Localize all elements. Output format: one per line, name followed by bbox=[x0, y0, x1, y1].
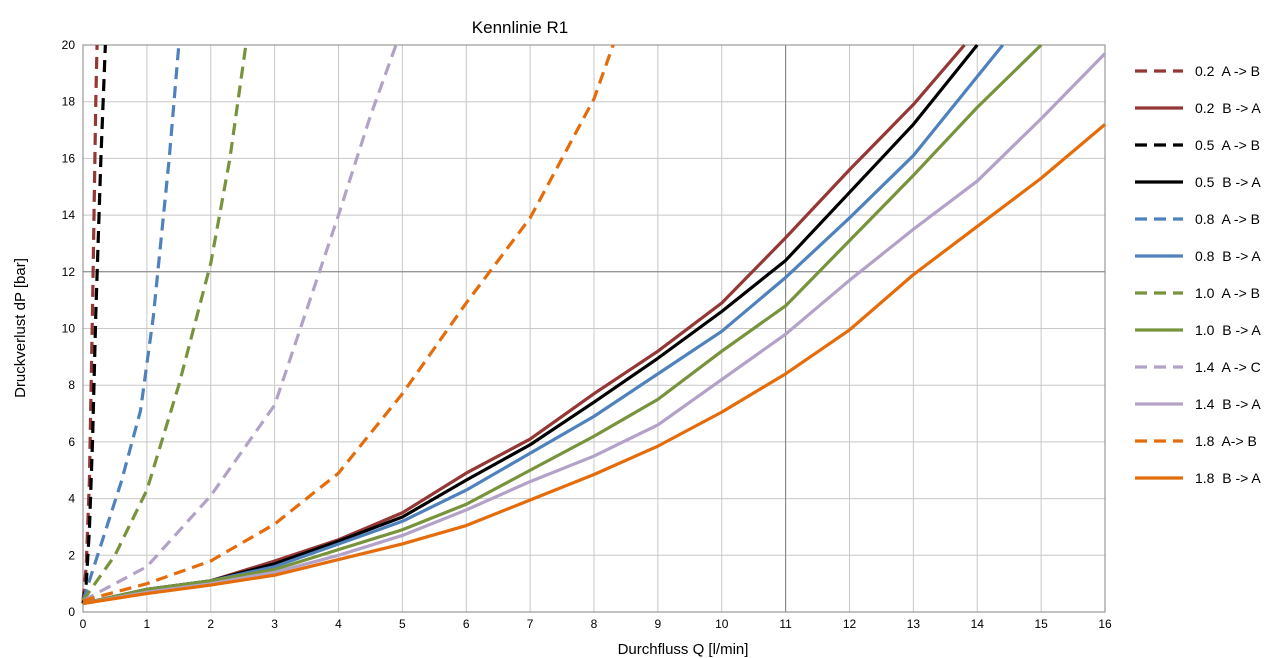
y-tick-label: 14 bbox=[62, 208, 76, 222]
legend-label-6: 0.8 B -> A bbox=[1195, 248, 1261, 264]
legend-label-8: 1.0 B -> A bbox=[1195, 322, 1261, 338]
y-tick-label: 16 bbox=[62, 151, 76, 165]
y-tick-label: 10 bbox=[62, 322, 76, 336]
x-tick-label: 4 bbox=[335, 617, 342, 631]
x-tick-label: 7 bbox=[527, 617, 534, 631]
y-tick-label: 0 bbox=[68, 605, 75, 619]
legend: 0.2 A -> B 0.2 B -> A 0.5 A -> B 0.5 B -> A… bbox=[1135, 63, 1261, 486]
x-tick-label: 15 bbox=[1034, 617, 1048, 631]
x-tick-label: 6 bbox=[463, 617, 470, 631]
x-tick-label: 11 bbox=[779, 617, 792, 631]
x-tick-label: 1 bbox=[144, 617, 151, 631]
x-tick-label: 13 bbox=[907, 617, 921, 631]
grid bbox=[82, 44, 1106, 613]
chart-title: Kennlinie R1 bbox=[472, 18, 568, 37]
y-tick-label: 18 bbox=[62, 95, 76, 109]
series-line-7 bbox=[81, 44, 248, 602]
series-line-3 bbox=[81, 44, 107, 604]
legend-label-5: 0.8 A -> B bbox=[1195, 211, 1260, 227]
legend-label-3: 0.5 A -> B bbox=[1195, 137, 1260, 153]
series-line-1 bbox=[81, 44, 99, 601]
series-line-11 bbox=[82, 44, 615, 603]
x-tick-label: 9 bbox=[655, 617, 662, 631]
legend-label-9: 1.4 A -> C bbox=[1195, 359, 1261, 375]
y-tick-label: 4 bbox=[68, 492, 75, 506]
y-axis-ticks: 0 2 4 6 8 10 12 14 16 18 20 bbox=[62, 38, 76, 619]
series-line-8 bbox=[82, 43, 1043, 606]
legend-label-11: 1.8 A-> B bbox=[1195, 433, 1257, 449]
x-tick-label: 16 bbox=[1098, 617, 1112, 631]
x-tick-label: 3 bbox=[271, 617, 278, 631]
x-tick-label: 8 bbox=[591, 617, 598, 631]
series-line-12 bbox=[82, 123, 1107, 606]
legend-label-1: 0.2 A -> B bbox=[1195, 63, 1260, 79]
y-tick-label: 6 bbox=[68, 435, 75, 449]
x-tick-label: 12 bbox=[843, 617, 857, 631]
legend-label-2: 0.2 B -> A bbox=[1195, 100, 1261, 116]
plot-frame bbox=[82, 44, 1106, 613]
series-line-2 bbox=[82, 43, 966, 606]
x-axis-ticks: 0 1 2 3 4 5 6 7 8 9 10 11 12 13 14 15 16 bbox=[80, 617, 1112, 631]
y-axis-title: Druckverlust dP [bar] bbox=[12, 258, 29, 398]
x-tick-label: 10 bbox=[715, 617, 729, 631]
legend-label-4: 0.5 B -> A bbox=[1195, 174, 1261, 190]
y-tick-label: 8 bbox=[68, 378, 75, 392]
legend-label-12: 1.8 B -> A bbox=[1195, 470, 1261, 486]
series-line-5 bbox=[81, 44, 181, 602]
x-tick-label: 0 bbox=[80, 617, 87, 631]
legend-label-7: 1.0 A -> B bbox=[1195, 285, 1260, 301]
y-tick-label: 2 bbox=[68, 548, 75, 562]
y-tick-label: 12 bbox=[62, 265, 76, 279]
series-line-9 bbox=[82, 44, 398, 603]
series-lines bbox=[81, 43, 1107, 606]
legend-label-10: 1.4 B -> A bbox=[1195, 396, 1261, 412]
series-line-10 bbox=[82, 52, 1107, 606]
x-axis-title: Durchfluss Q [l/min] bbox=[618, 641, 749, 658]
x-tick-label: 5 bbox=[399, 617, 406, 631]
series-line-6 bbox=[82, 43, 1005, 606]
x-tick-label: 14 bbox=[971, 617, 985, 631]
y-tick-label: 20 bbox=[62, 38, 76, 52]
x-tick-label: 2 bbox=[207, 617, 214, 631]
